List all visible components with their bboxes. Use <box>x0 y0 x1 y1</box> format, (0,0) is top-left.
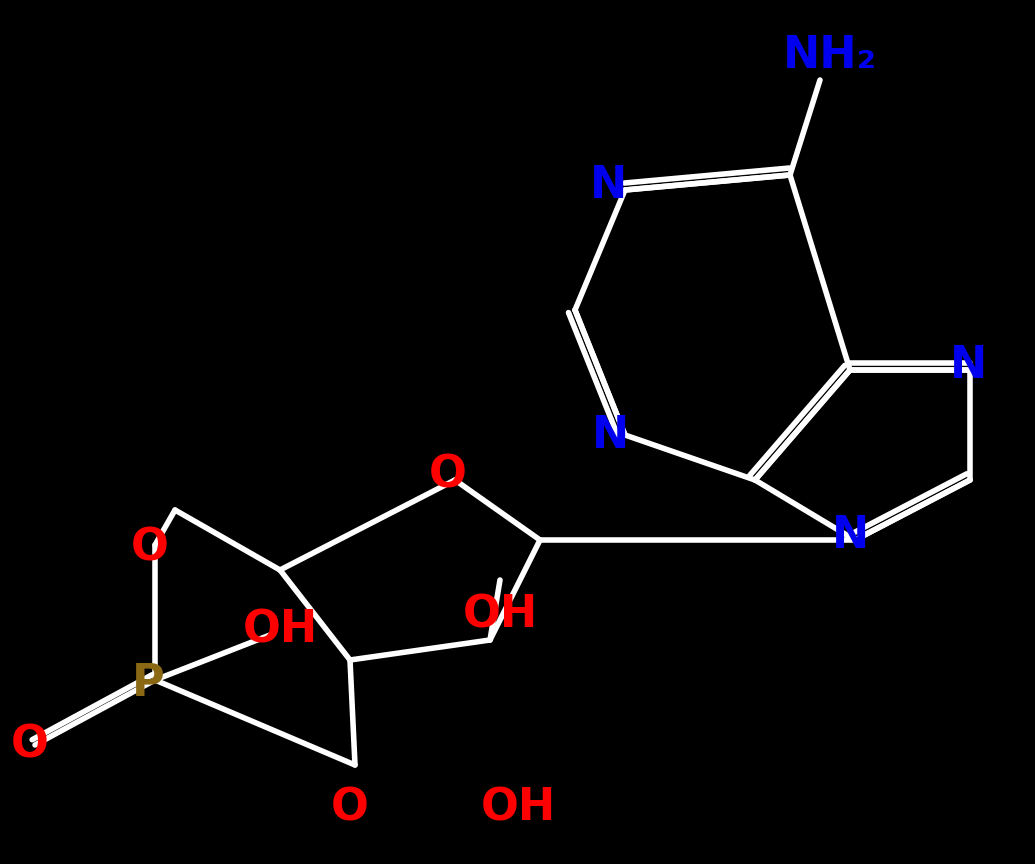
Text: O: O <box>11 723 49 766</box>
Text: OH: OH <box>463 594 537 637</box>
Text: N: N <box>591 414 628 456</box>
Text: N: N <box>949 344 986 386</box>
Text: N: N <box>589 163 626 206</box>
Text: P: P <box>131 662 165 704</box>
Text: O: O <box>131 526 169 569</box>
Text: N: N <box>831 513 868 556</box>
Text: OH: OH <box>480 786 556 829</box>
Text: O: O <box>430 454 467 497</box>
Text: O: O <box>331 786 368 829</box>
Text: NH₂: NH₂ <box>782 34 877 77</box>
Text: OH: OH <box>242 608 318 651</box>
